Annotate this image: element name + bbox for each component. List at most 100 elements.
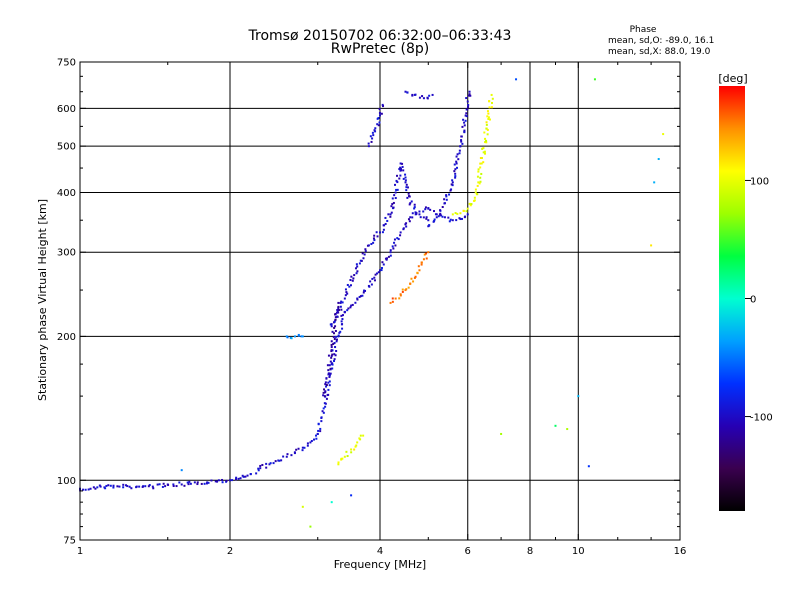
y-tick-label: 750 [57, 58, 76, 69]
data-point [515, 78, 518, 81]
data-point [373, 239, 376, 242]
phase-stats-x: mean, sd,X: 88.0, 19.0 [608, 47, 711, 57]
data-point [401, 165, 404, 168]
data-point [286, 453, 289, 456]
data-point [207, 481, 210, 484]
data-point [454, 212, 457, 215]
data-point [391, 300, 394, 303]
data-point [151, 485, 154, 488]
data-point [410, 277, 413, 280]
data-point [321, 410, 324, 413]
grid-lines [80, 62, 680, 540]
data-point [469, 204, 472, 207]
data-point [461, 217, 464, 220]
y-tick-label: 600 [57, 104, 76, 115]
data-point [278, 459, 281, 462]
data-point [104, 487, 107, 490]
data-point [96, 486, 99, 489]
data-point [378, 111, 381, 114]
data-point [449, 189, 452, 192]
data-point [354, 267, 357, 270]
data-point [479, 162, 482, 165]
data-point [406, 91, 409, 94]
phase-stats-o: mean, sd,O: -89.0, 16.1 [608, 36, 714, 46]
data-point [566, 428, 569, 431]
data-point [246, 474, 249, 477]
data-point [334, 325, 337, 328]
data-point [334, 312, 337, 315]
data-point [147, 485, 150, 488]
data-point [345, 291, 348, 294]
data-point [214, 480, 217, 483]
data-point [486, 115, 489, 118]
data-point [82, 488, 85, 491]
data-point [386, 257, 389, 260]
data-point [657, 158, 660, 161]
data-point [364, 250, 367, 253]
data-point [328, 384, 331, 387]
data-point [326, 364, 329, 367]
data-point [350, 448, 353, 451]
data-point [369, 280, 372, 283]
data-point [316, 432, 319, 435]
data-point [408, 203, 411, 206]
data-point [456, 212, 459, 215]
phase-stats-heading: Phase [630, 25, 657, 35]
data-point [367, 284, 370, 287]
data-point [393, 241, 396, 244]
data-point [339, 305, 342, 308]
data-point [453, 170, 456, 173]
data-point [381, 103, 384, 106]
data-point [186, 481, 189, 484]
data-point [377, 117, 380, 120]
data-point [257, 467, 260, 470]
data-point [337, 307, 340, 310]
data-point [330, 325, 333, 328]
y-tick-label: 75 [63, 536, 76, 547]
data-point [443, 216, 446, 219]
data-point [389, 215, 392, 218]
data-point [193, 481, 196, 484]
data-point [398, 297, 401, 300]
data-point [156, 483, 159, 486]
data-point [180, 483, 183, 486]
data-point [361, 294, 364, 297]
data-point [399, 174, 402, 177]
data-point [105, 484, 108, 487]
data-point [327, 381, 330, 384]
data-point [330, 349, 333, 352]
data-point [387, 255, 390, 258]
data-point [362, 291, 365, 294]
data-point [479, 176, 482, 179]
data-point [435, 213, 438, 216]
data-point [389, 213, 392, 216]
data-point [433, 218, 436, 221]
data-point [454, 168, 457, 171]
data-point [382, 228, 385, 231]
data-point [379, 231, 381, 234]
x-axis-label: Frequency [MHz] [334, 558, 426, 571]
data-point [334, 318, 337, 321]
data-point [380, 112, 383, 115]
data-point [376, 123, 379, 126]
data-point [399, 293, 402, 296]
data-point [337, 301, 340, 304]
data-point [148, 484, 151, 487]
data-point [478, 182, 481, 185]
data-point [361, 252, 364, 255]
data-point [371, 137, 374, 140]
data-point [309, 441, 312, 444]
data-point [456, 153, 459, 156]
data-point [274, 460, 277, 463]
data-point [355, 263, 358, 266]
data-point [373, 129, 376, 132]
data-point [418, 210, 421, 213]
data-point [401, 290, 404, 293]
data-point [367, 244, 370, 247]
data-point [330, 356, 333, 359]
data-point [376, 272, 379, 275]
data-point [325, 397, 328, 400]
data-point [405, 183, 408, 186]
data-point [405, 288, 408, 291]
chart-title: Tromsø 20150702 06:32:00–06:33:43 [248, 28, 512, 44]
